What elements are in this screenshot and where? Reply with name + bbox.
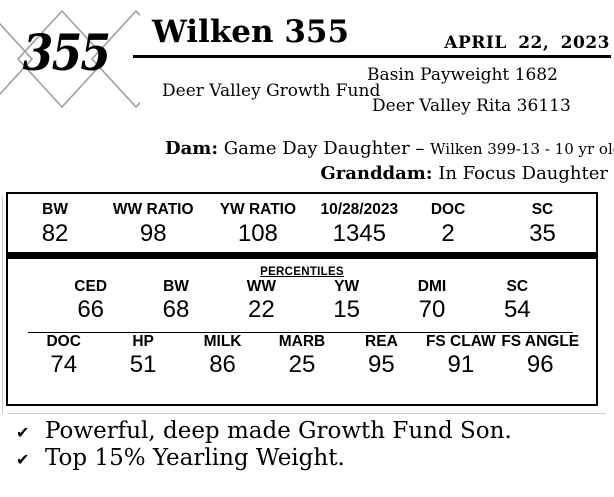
cell-value: 82 [41,220,69,247]
col-header: MILK [203,333,242,350]
note-item: ✔ Top 15% Yearling Weight. [16,444,512,473]
sire-dam: Deer Valley Rita 36113 [372,96,571,116]
granddam-value: In Focus Daughter [438,163,608,184]
col-header: BW [42,201,68,218]
dam-line: Dam: Game Day Daughter – Wilken 399-13 -… [165,138,614,159]
note-text: Powerful, deep made Growth Fund Son. [45,418,512,444]
col-header: HP [132,333,154,350]
cell-value: 54 [503,296,531,323]
cell-value: 1345 [332,220,386,247]
percentiles-header-row-1: CED BW WW YW DMI SC [8,278,596,296]
note-text: Top 15% Yearling Weight. [45,444,345,471]
cell-value: 86 [209,351,236,378]
lot-number: 355 [22,23,111,82]
col-header: DMI [417,278,447,295]
granddam-label: Granddam: [320,163,433,184]
percentiles-value-row-1: 66 68 22 15 70 54 [8,296,596,324]
check-icon: ✔ [16,423,30,442]
percentiles-table: PERCENTILES CED BW WW YW DMI SC 66 68 22… [6,256,598,406]
cell-value: 108 [237,220,278,247]
col-header: REA [365,333,398,350]
row-divider [28,332,573,333]
col-header: DOC [430,201,466,218]
sale-notes: ✔ Powerful, deep made Growth Fund Son. ✔… [16,418,512,473]
col-header: FS ANGLE [501,333,580,350]
cell-value: 91 [447,351,475,378]
col-header: SC [506,278,529,295]
table-shadow-bottom [7,413,606,415]
granddam-line: Granddam: In Focus Daughter [320,163,608,184]
col-header: DOC [46,333,81,350]
check-icon: ✔ [16,449,30,469]
dam-value: Game Day Daughter – [223,138,431,159]
col-header: FS CLAW [425,333,496,350]
diamond-lattice-icon [0,9,140,109]
col-header: 10/28/2023 [320,201,399,218]
cell-value: 2 [441,220,455,247]
cell-value: 98 [139,220,167,247]
sire-pedigree: Basin Payweight 1682 Deer Valley Growth … [0,65,614,116]
performance-value-row: 82 98 108 1345 2 35 [8,220,596,248]
col-header: WW RATIO [112,201,194,218]
dam-label: Dam: [165,138,218,159]
cell-value: 68 [162,296,190,323]
cell-value: 22 [247,296,275,323]
percentiles-value-row-2: 74 51 86 25 95 91 96 [8,351,596,379]
page-title: Wilken 355 [152,14,350,50]
cell-value: 66 [77,296,105,323]
percentiles-title: PERCENTILES [260,266,344,278]
col-header: SC [531,201,554,218]
lot-mark: 355 [0,4,140,110]
cell-value: 15 [333,296,360,323]
col-header: MARB [278,333,326,350]
sale-date: APRIL 22, 2023 [444,33,610,53]
col-header: BW [163,278,189,295]
sire: Deer Valley Growth Fund [162,80,381,101]
cell-value: 96 [526,351,554,378]
col-header: WW [246,278,276,295]
cell-value: 95 [368,351,395,378]
performance-header-row: BW WW RATIO YW RATIO 10/28/2023 DOC SC [8,201,596,219]
cell-value: 74 [50,351,78,378]
cell-value: 70 [418,296,446,323]
note-item: ✔ Powerful, deep made Growth Fund Son. [16,418,512,446]
cell-value: 51 [129,351,157,378]
title-underline [133,55,611,58]
col-header: CED [74,278,108,295]
cell-value: 35 [529,220,556,247]
dam-detail: Wilken 399-13 - 10 yr old [430,140,614,158]
performance-table: BW WW RATIO YW RATIO 10/28/2023 DOC SC 8… [6,192,598,256]
col-header: YW [334,278,360,295]
cell-value: 25 [288,351,316,378]
sire-sire: Basin Payweight 1682 [367,65,558,85]
table-shadow-left [2,196,4,414]
col-header: YW RATIO [219,201,297,218]
percentiles-header-row-2: DOC HP MILK MARB REA FS CLAW FS ANGLE [8,333,596,351]
